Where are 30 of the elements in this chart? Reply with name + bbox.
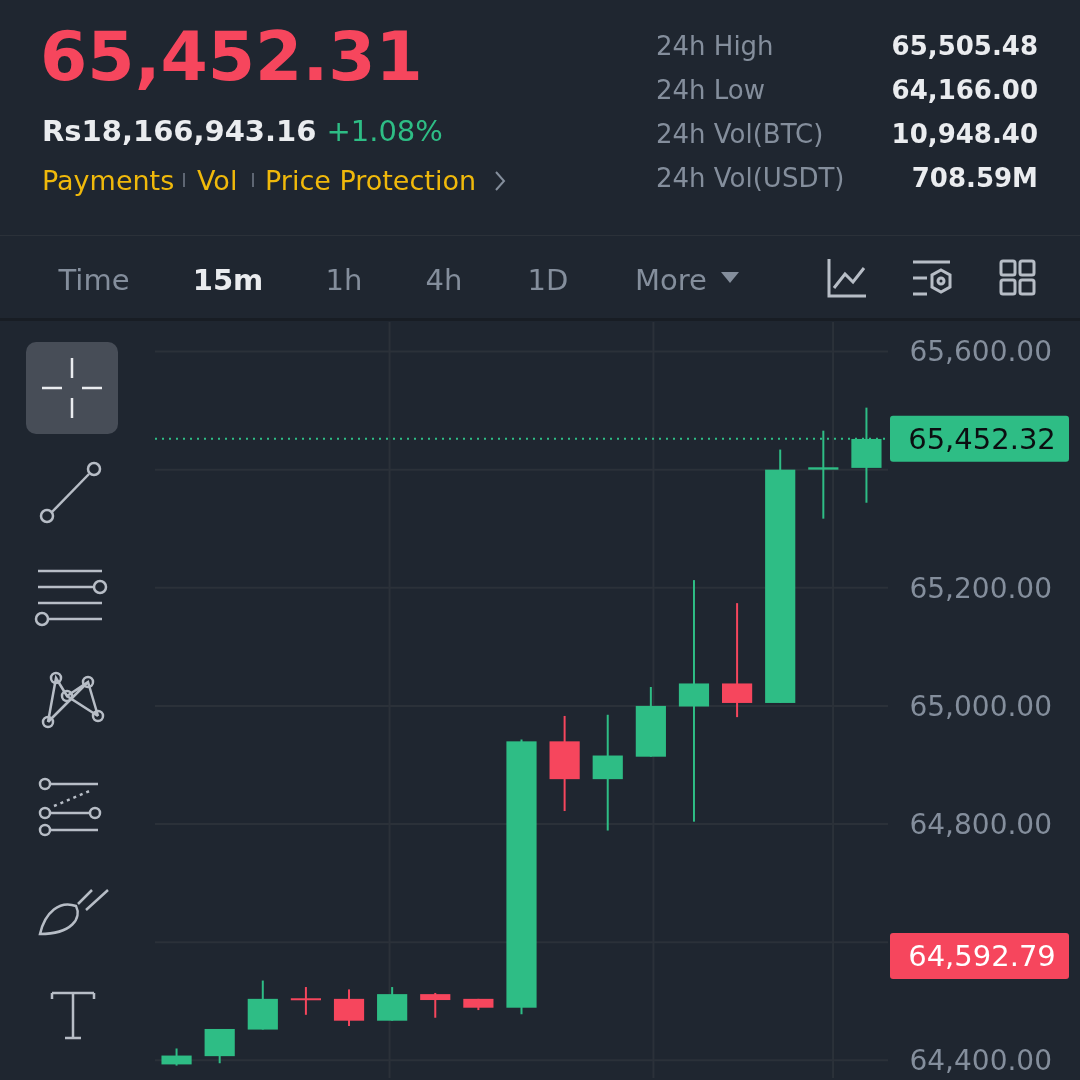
- ref-line-label: 65,452.32: [908, 422, 1056, 457]
- candlestick: [290, 986, 321, 1016]
- text: 24h Vol(BTC): [656, 119, 824, 149]
- text: 708.59M: [911, 163, 1038, 193]
- text: 24h Low: [656, 75, 766, 105]
- candlestick: [678, 579, 710, 823]
- y-tick-label: 65,000.00: [909, 689, 1052, 723]
- chart-title: 65,452.31: [40, 17, 423, 96]
- text: Vol: [197, 165, 238, 196]
- chart-subtitle: Rs18,166,943.16: [42, 114, 317, 148]
- y-tick-label: 65,600.00: [909, 335, 1052, 369]
- text: 24h High: [656, 31, 774, 61]
- text: +1.08%: [326, 114, 443, 148]
- text: Payments: [42, 165, 175, 196]
- text: 64,166.00: [891, 75, 1038, 105]
- text: 64,592.79: [908, 939, 1056, 974]
- y-tick-label: 65,200.00: [909, 571, 1052, 605]
- text: More: [635, 263, 707, 297]
- text: 65,505.48: [891, 31, 1038, 61]
- text: Price Protection: [265, 165, 477, 196]
- y-tick-label: 64,400.00: [909, 1044, 1052, 1078]
- text: Time: [57, 263, 130, 297]
- text: 10,948.40: [891, 119, 1038, 149]
- text: 4h: [425, 263, 463, 297]
- text: 15m: [192, 263, 264, 297]
- candlestick: [420, 991, 451, 1019]
- text: 1h: [325, 263, 363, 297]
- text: 1D: [527, 263, 569, 297]
- y-tick-label: 64,800.00: [909, 807, 1052, 841]
- text: 24h Vol(USDT): [656, 163, 845, 193]
